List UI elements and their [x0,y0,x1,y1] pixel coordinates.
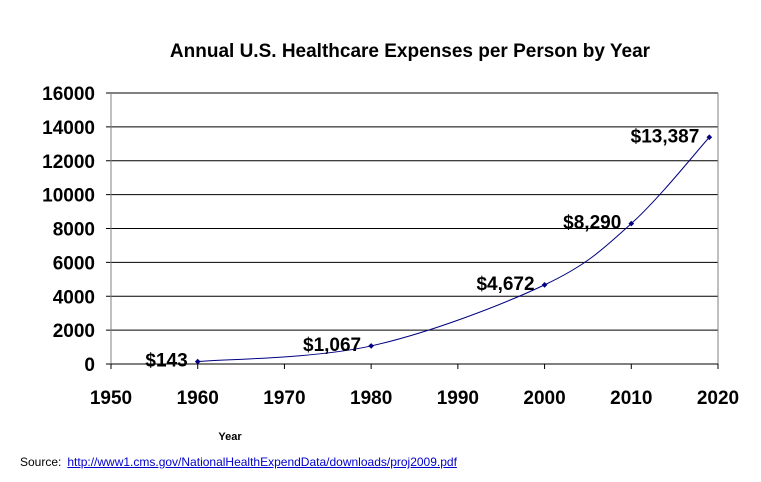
y-tick-labels: 0 2000 4000 6000 8000 10000 12000 14000 16000 [42,84,95,376]
y-tick-label: 4000 [53,287,95,308]
y-tick-label: 10000 [42,186,95,207]
chart-title: Annual U.S. Healthcare Expenses per Pers… [170,41,651,62]
series-path [197,136,710,363]
x-tick-label: 1990 [437,388,479,409]
y-tick-label: 0 [84,355,95,376]
x-tick-label: 2000 [523,388,565,409]
x-axis-label: Year [218,431,242,443]
x-tick-labels: 1950 1960 1970 1980 1990 2000 2010 2020 [90,388,739,409]
y-tick-label: 16000 [42,84,95,105]
y-tick-label: 12000 [42,152,95,173]
source-label: Source: [20,455,62,469]
x-tick-label: 1950 [90,388,132,409]
x-tick-label: 2010 [610,388,652,409]
x-tick-label: 1960 [177,388,219,409]
data-point [368,343,374,349]
data-point [706,134,713,141]
source-link[interactable]: http://www1.cms.gov/NationalHealthExpend… [67,455,457,469]
data-label: $8,290 [563,213,621,234]
data-labels: $143 $1,067 $4,672 $8,290 $13,387 [145,126,699,371]
data-point [628,220,635,227]
data-label: $1,067 [303,335,361,356]
gridlines [111,92,718,365]
data-label: $13,387 [631,126,700,147]
x-tick-label: 2020 [697,388,739,409]
data-point [541,282,548,288]
y-tick-label: 2000 [53,321,95,342]
y-tick-label: 14000 [42,118,95,139]
source-note: Source: http://www1.cms.gov/NationalHealt… [20,455,457,469]
x-tick-label: 1970 [263,388,305,409]
series-line [194,134,713,365]
data-point [194,358,201,365]
x-tick-label: 1980 [350,388,392,409]
axes [106,92,719,369]
data-label: $143 [145,351,187,372]
y-tick-label: 6000 [53,253,95,274]
data-label: $4,672 [476,274,534,295]
y-tick-label: 8000 [53,220,95,241]
